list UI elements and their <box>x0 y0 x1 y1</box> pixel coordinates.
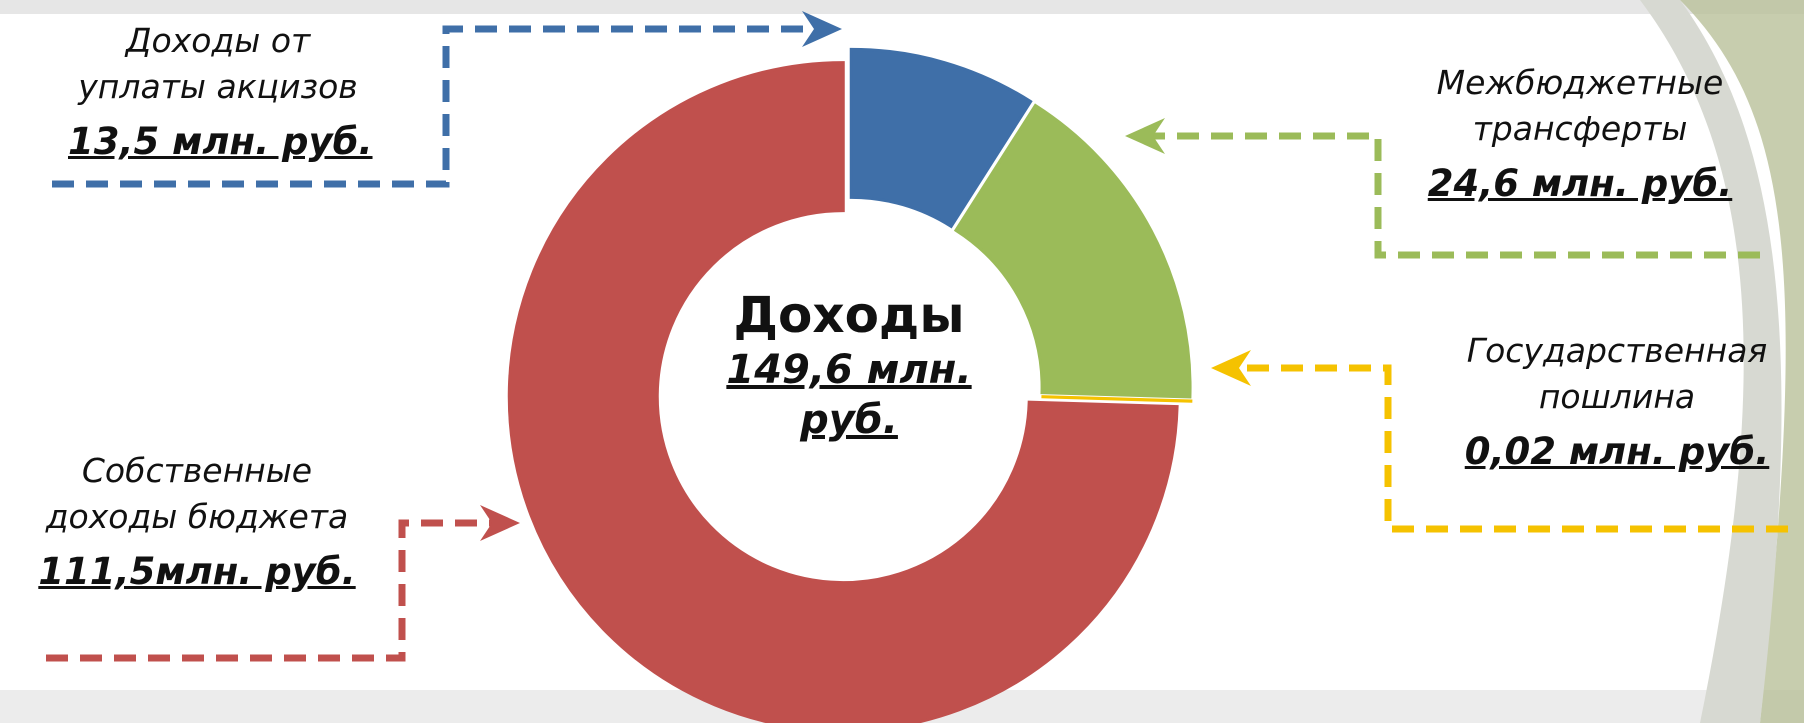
category-name: Доходы от уплаты акцизов <box>78 21 358 106</box>
value-label: 111,5млн. руб. <box>38 550 356 593</box>
connector-line <box>1219 364 1788 533</box>
road-decoration <box>1680 0 1804 723</box>
donut <box>507 47 1193 723</box>
center-value: 149,6 млн. руб. <box>726 347 972 443</box>
category-name: Собственные доходы бюджета <box>45 451 349 536</box>
category-name: Межбюджетные трансферты <box>1436 63 1724 148</box>
center-title: Доходы <box>733 286 965 344</box>
arrow-head <box>802 11 842 47</box>
arrow-head <box>1211 350 1251 386</box>
connector-line <box>1133 132 1760 259</box>
center-label: Доходы 149,6 млн. руб. <box>719 285 979 445</box>
top-band <box>0 0 1804 14</box>
donut-slice <box>953 103 1192 399</box>
arrow-head <box>1125 118 1165 154</box>
donut-slice <box>849 47 1033 229</box>
value-label: 24,6 млн. руб. <box>1427 162 1733 205</box>
value-label: 0,02 млн. руб. <box>1464 430 1770 473</box>
slice-label: Доходы от уплаты акцизов 13,5 млн. руб. <box>68 18 373 163</box>
connector-line <box>46 519 512 662</box>
slice-label: Межбюджетные трансферты 24,6 млн. руб. <box>1410 60 1750 205</box>
connectors <box>46 11 1788 662</box>
slice-label: Государственная пошлина 0,02 млн. руб. <box>1432 328 1802 473</box>
road-decoration <box>1640 0 1782 723</box>
donut-slice <box>1041 395 1193 403</box>
value-label: 13,5 млн. руб. <box>68 120 373 163</box>
donut-slice <box>507 61 1179 723</box>
category-name: Государственная пошлина <box>1466 331 1768 416</box>
arrow-head <box>480 505 520 541</box>
slice-label: Собственные доходы бюджета 111,5млн. руб. <box>22 448 372 593</box>
